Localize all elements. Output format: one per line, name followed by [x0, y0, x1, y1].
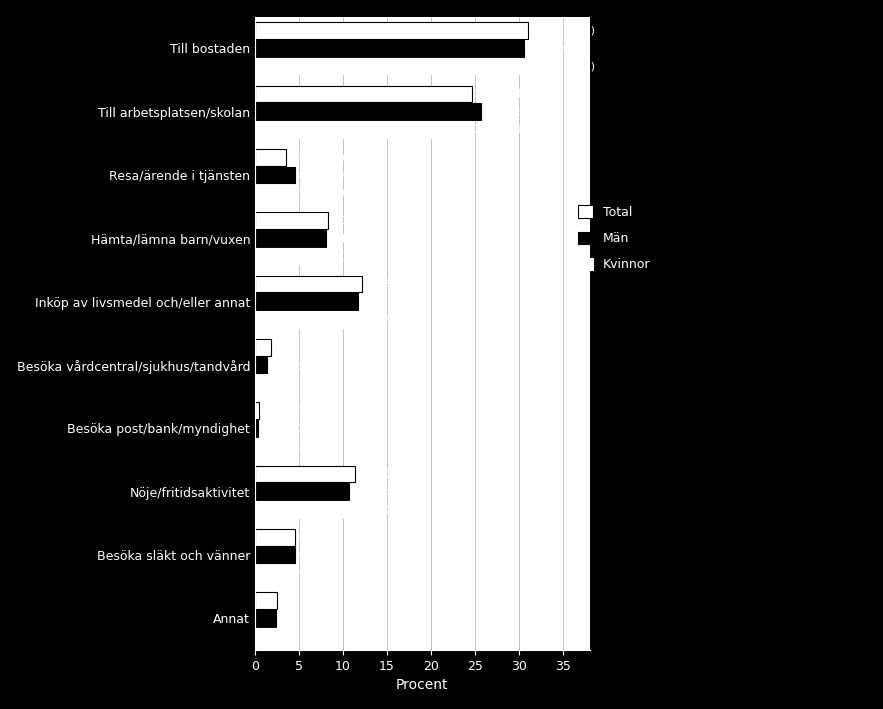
Bar	[255, 501, 354, 518]
Text: 3.5 (±0.7): 3.5 (±0.7)	[289, 152, 345, 162]
Bar	[255, 357, 268, 373]
Bar	[255, 104, 481, 120]
Text: 4.5 (±1.1): 4.5 (±1.1)	[298, 550, 354, 560]
Text: 30.6 (±2.6): 30.6 (±2.6)	[527, 43, 591, 53]
Bar	[255, 547, 295, 563]
Bar	[255, 86, 472, 102]
Bar	[255, 167, 295, 183]
Bar	[255, 466, 354, 482]
Bar	[255, 230, 327, 247]
Text: 11.3 (±1.1): 11.3 (±1.1)	[357, 469, 421, 479]
Text: 4.5 (±0.7): 4.5 (±0.7)	[298, 568, 354, 578]
Text: 24.6 (±1.7): 24.6 (±1.7)	[474, 89, 539, 99]
Text: 24.6 (±1.7): 24.6 (±1.7)	[474, 124, 539, 135]
Bar	[255, 149, 286, 165]
Text: 11.7 (±1.6): 11.7 (±1.6)	[360, 296, 425, 307]
Bar	[255, 628, 277, 644]
Bar	[255, 23, 528, 39]
Text: 12.2 (±1.1): 12.2 (±1.1)	[365, 314, 429, 325]
Text: 8.1 (±1.6): 8.1 (±1.6)	[329, 233, 386, 243]
Text: 0.4 (±0.2): 0.4 (±0.2)	[261, 406, 318, 415]
Text: 31.0 (±1.7): 31.0 (±1.7)	[531, 26, 594, 35]
Text: 3.5 (±0.7): 3.5 (±0.7)	[289, 188, 345, 198]
Bar	[255, 438, 259, 454]
Bar	[255, 248, 328, 264]
Text: 2.4 (±0.7): 2.4 (±0.7)	[279, 613, 336, 623]
Text: 25.7 (±2.5): 25.7 (±2.5)	[484, 106, 548, 117]
Bar	[255, 311, 362, 328]
Text: 1.8 (±0.5): 1.8 (±0.5)	[274, 378, 330, 388]
Bar	[255, 40, 525, 57]
Bar	[255, 213, 328, 229]
Text: 12.2 (±1.1): 12.2 (±1.1)	[365, 279, 429, 289]
Bar	[255, 58, 528, 74]
Text: 1.8 (±0.5): 1.8 (±0.5)	[274, 342, 330, 352]
Bar	[255, 529, 295, 545]
Text: 8.3 (±1.1): 8.3 (±1.1)	[331, 216, 388, 225]
X-axis label: Procent: Procent	[396, 679, 449, 692]
Bar	[255, 420, 258, 437]
Bar	[255, 374, 271, 391]
Bar	[255, 484, 350, 500]
Bar	[255, 121, 472, 138]
Text: 2.5 (±0.5): 2.5 (±0.5)	[280, 631, 336, 641]
Text: 8.3 (±1.1): 8.3 (±1.1)	[331, 251, 388, 261]
Text: 0.3 (±0.2): 0.3 (±0.2)	[260, 423, 317, 433]
Bar	[255, 184, 286, 201]
Text: 4.5 (±1.0): 4.5 (±1.0)	[298, 170, 354, 180]
Text: 1.4 (±0.5): 1.4 (±0.5)	[270, 360, 327, 370]
Bar	[255, 294, 358, 310]
Text: 2.5 (±0.5): 2.5 (±0.5)	[280, 596, 336, 605]
Bar	[255, 403, 259, 419]
Bar	[255, 610, 276, 627]
Bar	[255, 564, 295, 581]
Text: 31.0 (±1.7): 31.0 (±1.7)	[531, 61, 594, 71]
Text: 4.5 (±0.7): 4.5 (±0.7)	[298, 532, 354, 542]
Text: 10.7 (±1.5): 10.7 (±1.5)	[351, 486, 416, 497]
Bar	[255, 593, 277, 609]
Text: 11.3 (±1.1): 11.3 (±1.1)	[357, 504, 421, 515]
Text: 0.4 (±0.2): 0.4 (±0.2)	[261, 441, 318, 451]
Bar	[255, 276, 362, 292]
Bar	[255, 339, 271, 355]
Legend: Total, Män, Kvinnor: Total, Män, Kvinnor	[572, 199, 657, 277]
